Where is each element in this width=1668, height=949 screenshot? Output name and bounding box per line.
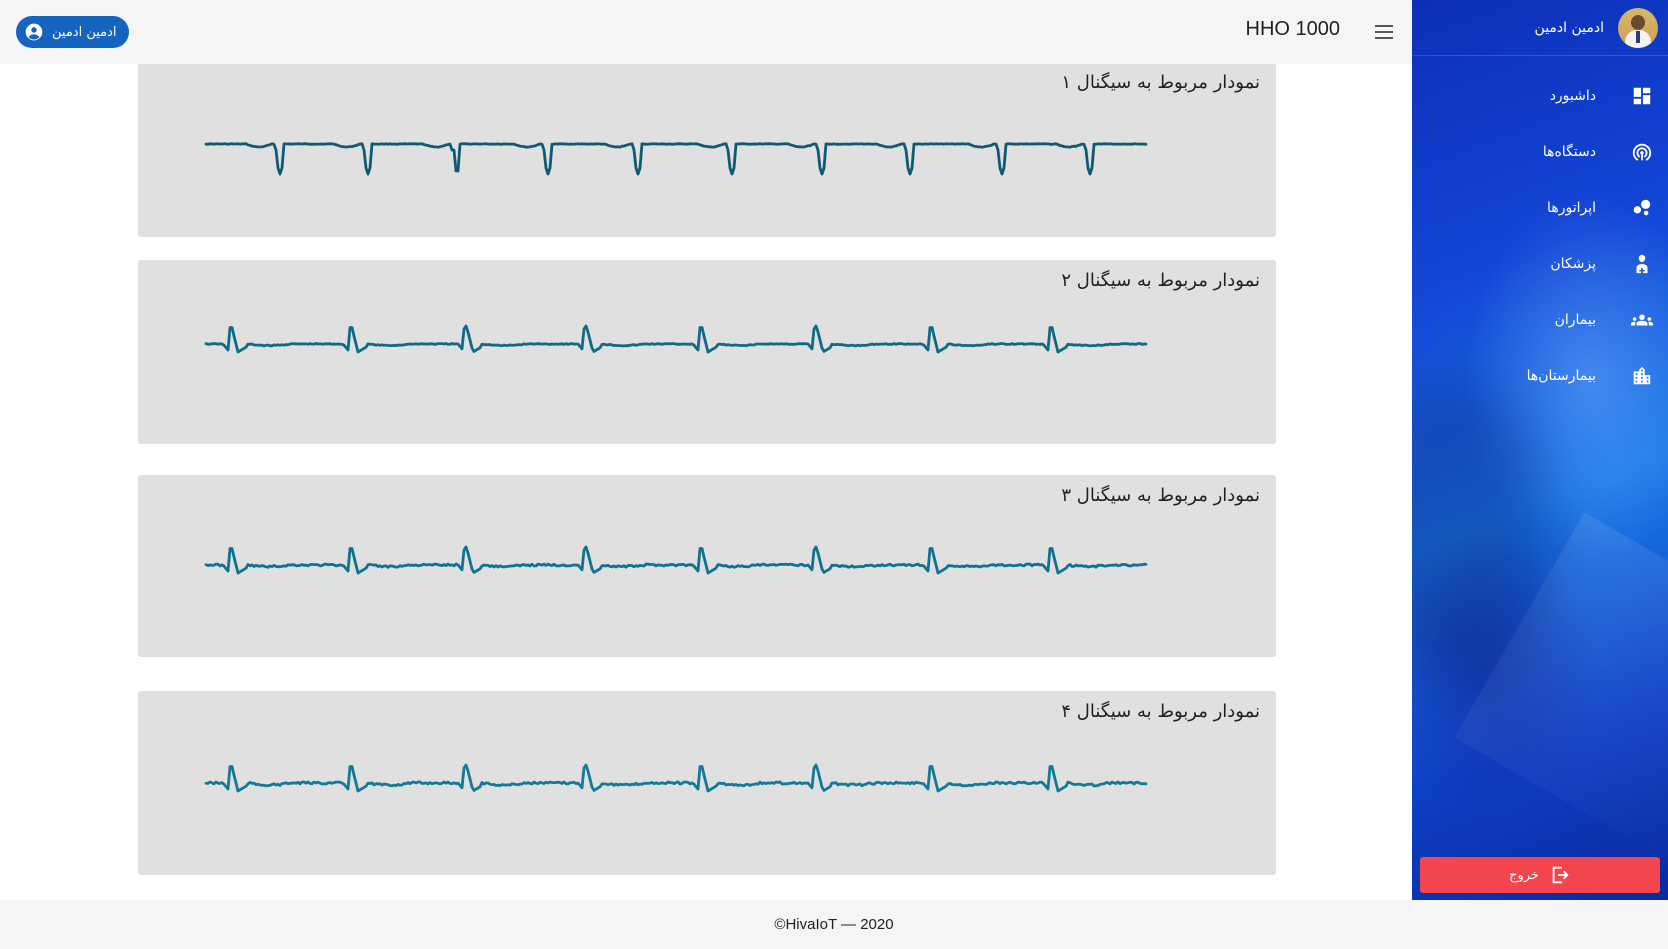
doctor-icon bbox=[1630, 252, 1654, 276]
patients-icon bbox=[1630, 308, 1654, 332]
signal-wave-1 bbox=[204, 142, 1148, 176]
signal-wave-2 bbox=[204, 324, 1148, 354]
sidebar-menu: داشبورد دستگاه‌ها اپراتورها پزشکان بیمار… bbox=[1412, 68, 1668, 404]
operators-icon bbox=[1630, 196, 1654, 220]
signal-card-2: نمودار مربوط به سیگنال ۲ bbox=[138, 260, 1276, 444]
sidebar-item-devices[interactable]: دستگاه‌ها bbox=[1412, 124, 1668, 180]
card-title: نمودار مربوط به سیگنال ۴ bbox=[1061, 701, 1260, 722]
sidebar-item-label: دستگاه‌ها bbox=[1542, 144, 1596, 160]
logout-icon bbox=[1552, 866, 1569, 884]
user-chip-label: ادمین ادمین bbox=[52, 24, 117, 40]
card-title: نمودار مربوط به سیگنال ۲ bbox=[1061, 270, 1260, 291]
footer: ©HivaIoT — 2020 bbox=[0, 900, 1668, 949]
sidebar: ادمین ادمین داشبورد دستگاه‌ها اپراتورها … bbox=[1412, 0, 1668, 900]
menu-icon[interactable] bbox=[1372, 20, 1396, 44]
sidebar-item-label: بیماران bbox=[1554, 312, 1596, 328]
sidebar-item-label: داشبورد bbox=[1549, 88, 1596, 104]
card-title: نمودار مربوط به سیگنال ۳ bbox=[1061, 485, 1260, 506]
account-circle-icon bbox=[25, 23, 43, 41]
hospital-icon bbox=[1630, 364, 1654, 388]
dashboard-icon bbox=[1630, 84, 1654, 108]
sidebar-item-label: پزشکان bbox=[1550, 256, 1596, 272]
sidebar-item-label: اپراتورها bbox=[1547, 200, 1596, 216]
signal-card-4: نمودار مربوط به سیگنال ۴ bbox=[138, 691, 1276, 875]
user-chip-button[interactable]: ادمین ادمین bbox=[16, 16, 129, 48]
avatar[interactable] bbox=[1618, 7, 1658, 48]
sidebar-user-name: ادمین ادمین bbox=[1534, 19, 1604, 36]
page-title: HHO 1000 bbox=[1245, 18, 1341, 40]
signal-card-3: نمودار مربوط به سیگنال ۳ bbox=[138, 475, 1276, 657]
signal-wave-4 bbox=[204, 763, 1148, 793]
sidebar-item-dashboard[interactable]: داشبورد bbox=[1412, 68, 1668, 124]
app-bar: ادمین ادمین HHO 1000 bbox=[0, 0, 1412, 64]
sidebar-item-label: بیمارستان‌ها bbox=[1526, 368, 1596, 384]
logout-button[interactable]: خروج bbox=[1420, 857, 1660, 893]
sidebar-item-patients[interactable]: بیماران bbox=[1412, 292, 1668, 348]
devices-icon bbox=[1630, 140, 1654, 164]
logout-label: خروج bbox=[1509, 867, 1539, 883]
card-title: نمودار مربوط به سیگنال ۱ bbox=[1061, 72, 1260, 93]
sidebar-item-operators[interactable]: اپراتورها bbox=[1412, 180, 1668, 236]
footer-text: ©HivaIoT — 2020 bbox=[774, 916, 894, 933]
sidebar-header: ادمین ادمین bbox=[1412, 0, 1668, 56]
sidebar-item-hospitals[interactable]: بیمارستان‌ها bbox=[1412, 348, 1668, 404]
sidebar-item-doctors[interactable]: پزشکان bbox=[1412, 236, 1668, 292]
signal-wave-3 bbox=[204, 545, 1148, 575]
main-content: نمودار مربوط به سیگنال ۱ نمودار مربوط به… bbox=[0, 64, 1412, 900]
signal-card-1: نمودار مربوط به سیگنال ۱ bbox=[138, 64, 1276, 237]
